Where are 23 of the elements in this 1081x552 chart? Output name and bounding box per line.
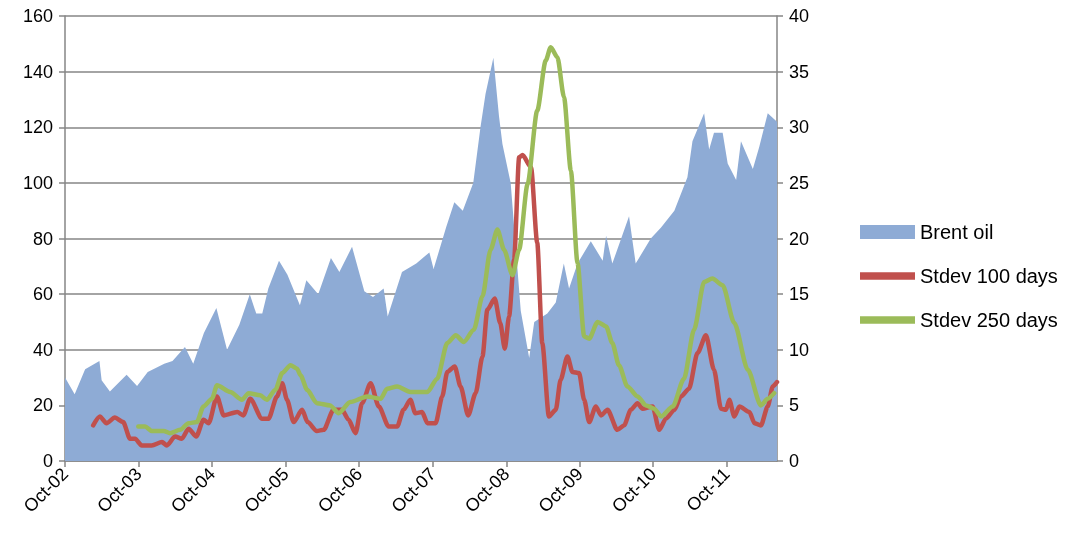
y-tick-label: 60 — [32, 284, 53, 305]
y2-tick-label: 15 — [789, 284, 810, 305]
y2-tick-label: 25 — [789, 172, 810, 193]
y2-tick-label: 30 — [789, 117, 810, 138]
y-tick-label: 120 — [22, 117, 53, 138]
y2-tick-label: 5 — [789, 395, 800, 416]
line-series — [136, 44, 777, 436]
y2-tick-label: 0 — [789, 451, 800, 471]
y2-tick-label: 35 — [789, 61, 810, 82]
line-series — [90, 152, 780, 448]
y2-tick-label: 10 — [789, 339, 810, 360]
legend-label: Stdev 250 days — [920, 309, 1058, 331]
legend-label: Brent oil — [920, 221, 994, 243]
legend-label: Stdev 100 days — [920, 265, 1058, 287]
y-tick-label: 0 — [42, 451, 53, 471]
y2-tick-label: 20 — [789, 228, 810, 249]
y-tick-label: 100 — [22, 172, 53, 193]
y-tick-label: 80 — [32, 228, 53, 249]
y-tick-label: 40 — [32, 339, 53, 360]
y-tick-label: 20 — [32, 395, 53, 416]
y2-tick-label: 40 — [789, 6, 810, 26]
y-tick-label: 140 — [22, 61, 53, 82]
y-tick-label: 160 — [22, 6, 53, 26]
